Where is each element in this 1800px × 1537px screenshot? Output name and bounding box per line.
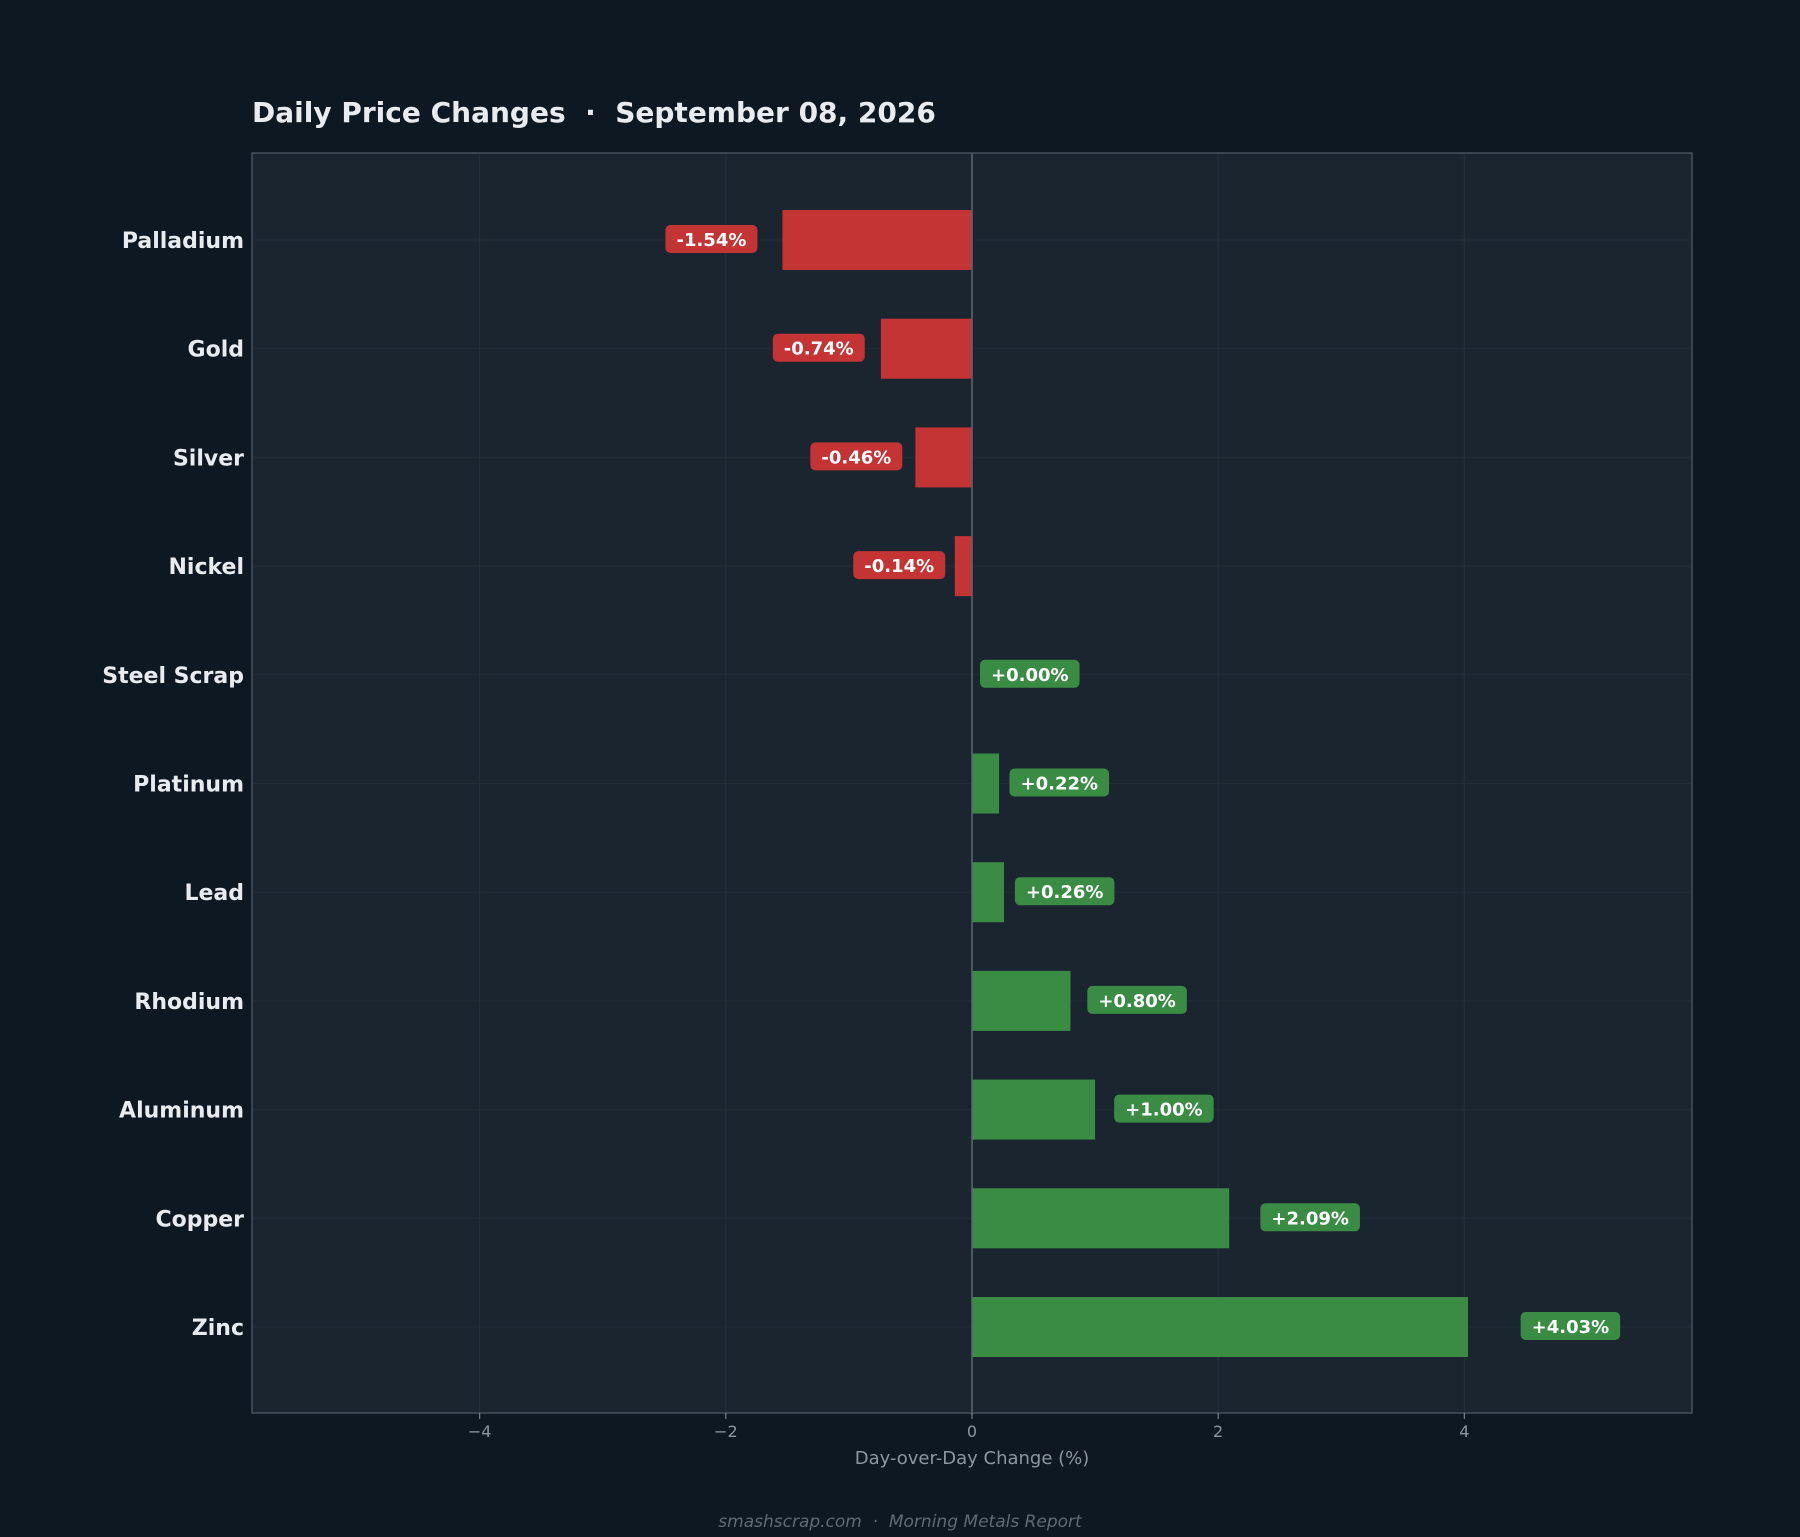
bar-aluminum [972, 1079, 1096, 1140]
value-label: +4.03% [1532, 1317, 1610, 1338]
value-label: +2.09% [1271, 1208, 1349, 1229]
value-label-background [1087, 985, 1187, 1014]
value-label-background [1114, 1094, 1214, 1123]
value-label: -0.46% [821, 447, 891, 468]
category-label: Copper [155, 1207, 244, 1232]
category-label: Aluminum [119, 1099, 244, 1124]
value-labels: -1.54% -0.74% -0.46% -0.14% +0.00% +0.22% +0.2… [665, 225, 1621, 1340]
chart-title: Daily Price Changes · September 08, 2026 [252, 96, 936, 129]
bar-lead [972, 862, 1004, 923]
category-label: Steel Scrap [102, 664, 244, 689]
value-label-background [665, 225, 758, 253]
bar-palladium [782, 210, 972, 270]
category-labels: Palladium Gold Silver Nickel Steel Scrap Plat… [102, 229, 244, 1341]
value-label-background [1520, 1312, 1621, 1340]
value-label: +0.00% [991, 665, 1069, 686]
value-label: -0.74% [784, 339, 854, 360]
bar-copper [972, 1188, 1230, 1249]
value-label: +0.22% [1021, 774, 1099, 795]
bar-gold [880, 318, 972, 379]
value-label: -0.14% [864, 556, 934, 577]
x-axis-title: Day-over-Day Change (%) [855, 1448, 1090, 1469]
bar-nickel [954, 536, 972, 597]
value-label-background [980, 659, 1080, 688]
value-label-background [772, 333, 865, 362]
category-label: Platinum [133, 773, 244, 798]
value-label-background [853, 551, 946, 580]
x-tick-label: 4 [1459, 1422, 1469, 1441]
x-tick-label: 2 [1213, 1422, 1223, 1441]
category-label: Silver [173, 446, 244, 471]
category-label: Lead [184, 881, 244, 906]
x-axis-ticks: −4 −2 0 2 4 [468, 1413, 1469, 1441]
category-label: Zinc [192, 1316, 244, 1341]
bar-zinc [972, 1297, 1468, 1357]
value-label-background [1009, 768, 1110, 797]
value-label: -1.54% [676, 230, 746, 251]
x-tick-label: 0 [967, 1422, 977, 1441]
x-tick-label: −2 [714, 1422, 738, 1441]
footer-text: smashscrap.com · Morning Metals Report [718, 1512, 1083, 1532]
category-label: Rhodium [134, 990, 244, 1015]
category-label: Gold [188, 338, 244, 363]
value-label-background [810, 442, 903, 471]
value-label: +0.80% [1098, 991, 1176, 1012]
category-label: Nickel [169, 555, 245, 580]
value-label: +1.00% [1125, 1100, 1203, 1121]
category-label: Palladium [122, 229, 244, 254]
value-label-background [1260, 1203, 1360, 1232]
bars [782, 210, 1468, 1357]
x-tick-label: −4 [468, 1422, 492, 1441]
bar-rhodium [972, 970, 1071, 1031]
value-label-background [1014, 877, 1115, 906]
bar-silver [915, 427, 972, 488]
value-label: +0.26% [1026, 882, 1104, 903]
bar-platinum [972, 753, 1000, 814]
